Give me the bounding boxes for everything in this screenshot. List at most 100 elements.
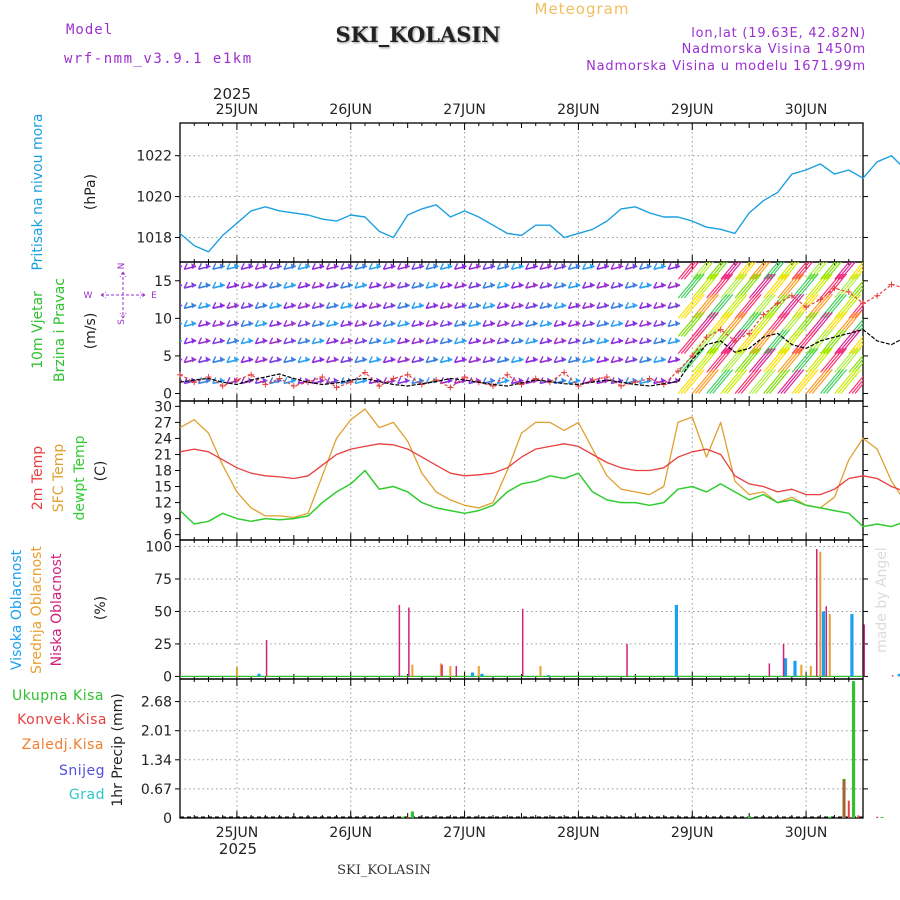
wind-barb xyxy=(837,348,859,373)
wind-barb-head xyxy=(632,337,638,344)
wind-barb-head xyxy=(461,302,467,309)
wind-barb-head xyxy=(618,337,624,344)
wind-gust-marker xyxy=(490,382,497,389)
wind-barb xyxy=(791,369,813,394)
wind-barb-head xyxy=(180,304,182,307)
wind-barb-head xyxy=(618,263,624,270)
year-bottom: 2025 xyxy=(219,840,257,858)
wind-barb xyxy=(754,348,776,373)
wind-barb-flag xyxy=(268,337,274,344)
wind-barb-flag xyxy=(382,262,388,270)
wind-barb xyxy=(737,329,759,355)
wind-barb-head xyxy=(333,356,339,363)
wind-barb-flag xyxy=(624,302,629,309)
wind-barb-head xyxy=(447,302,453,309)
wind-barb-flag xyxy=(183,281,188,289)
wind-barb-flag xyxy=(653,262,658,270)
wind-barb-flag xyxy=(539,262,544,270)
wind-barb-flag xyxy=(368,356,373,363)
wind-barb xyxy=(709,369,731,394)
wind-barb xyxy=(797,262,814,280)
y-tick-label: 0.67 xyxy=(141,782,172,798)
wind-barb-flag xyxy=(325,320,331,327)
wind-barb-head xyxy=(618,356,624,363)
cloud-axis-label-2: Srednja Oblacnost xyxy=(29,546,45,674)
wind-barb-head xyxy=(646,356,652,363)
wind-barb xyxy=(823,273,845,299)
wind-barb-flag xyxy=(482,262,487,270)
wind-barb xyxy=(737,369,759,394)
wind-barb xyxy=(723,293,745,319)
wind-barb xyxy=(726,329,748,355)
wind-barb-head xyxy=(191,320,197,327)
wind-barb-head xyxy=(376,282,382,289)
wind-barb-head xyxy=(561,320,567,327)
wind-barb xyxy=(780,262,797,280)
wind-barb xyxy=(826,293,848,319)
wind-gust-marker xyxy=(546,379,553,386)
wind-barb-flag xyxy=(382,320,388,327)
wind-barb xyxy=(695,262,711,280)
day-label-bottom: 28JUN xyxy=(557,825,600,841)
wind-barb-head xyxy=(575,356,581,363)
wind-gust-marker xyxy=(376,382,383,389)
wind-barb xyxy=(712,369,734,394)
wind-barb-head xyxy=(546,263,552,270)
wind-barb-flag xyxy=(354,337,359,344)
wind-barb-flag xyxy=(667,356,672,363)
wind-barb-head xyxy=(675,337,681,344)
wind-barb-flag xyxy=(468,281,473,289)
wind-barb xyxy=(791,293,813,319)
y-tick-label: 50 xyxy=(154,604,172,620)
year-top: 2025 xyxy=(213,85,251,103)
wind-barb xyxy=(677,262,694,280)
wind-barb xyxy=(780,293,802,319)
wind-barb xyxy=(748,369,770,394)
wind-barb xyxy=(780,369,802,394)
wind-barb-head xyxy=(461,320,467,327)
cloud-bar-mid xyxy=(477,666,480,677)
wind-barb-flag xyxy=(667,281,672,289)
wind-barb-flag xyxy=(297,302,302,309)
wind-barb-head xyxy=(390,302,396,309)
wind-gust-marker xyxy=(803,304,810,311)
wind-barb-flag xyxy=(624,320,629,327)
wind-barb-flag xyxy=(183,320,188,327)
compass-rose-icon xyxy=(100,271,146,319)
wind-barb-head xyxy=(347,356,353,363)
wind-barb-head xyxy=(561,263,567,270)
wind-barb-head xyxy=(418,356,424,363)
wind-barb-head xyxy=(603,320,609,327)
wind-barb xyxy=(811,348,833,373)
wind-barb-flag xyxy=(468,320,473,327)
y-tick-label: 2.68 xyxy=(141,695,172,711)
wind-barb xyxy=(754,329,776,355)
wind-barb xyxy=(751,293,773,319)
wind-barb-head xyxy=(518,356,524,363)
wind-barb-flag xyxy=(368,320,373,327)
pressure-panel-frame xyxy=(179,122,864,263)
temp-axis-label-2: SFC Temp xyxy=(51,444,67,513)
precip-legend-1: Konvek.Kisa xyxy=(17,712,107,728)
wind-barb xyxy=(695,348,716,373)
wind-barb xyxy=(769,369,791,394)
cloud-bar-mid xyxy=(235,667,238,677)
wind-barb xyxy=(748,293,770,319)
wind-barb-head xyxy=(361,337,367,344)
y-tick-label: 12 xyxy=(154,496,172,512)
wind-gust-marker xyxy=(760,311,767,318)
wind-barb xyxy=(823,262,839,280)
wind-barb-head xyxy=(447,377,453,384)
precip-panel-frame xyxy=(179,678,864,819)
wind-barb xyxy=(763,293,785,319)
wind-barb xyxy=(754,369,776,394)
wind-barb xyxy=(848,335,863,355)
wind-barb xyxy=(698,348,719,373)
wind-barb-flag xyxy=(510,262,516,270)
wind-barb-head xyxy=(376,356,382,363)
wind-gust-marker xyxy=(689,352,696,359)
wind-barb-flag xyxy=(283,320,288,327)
wind-barb-flag xyxy=(539,337,544,344)
wind-barb xyxy=(805,369,827,394)
wind-barb-head xyxy=(660,282,666,289)
